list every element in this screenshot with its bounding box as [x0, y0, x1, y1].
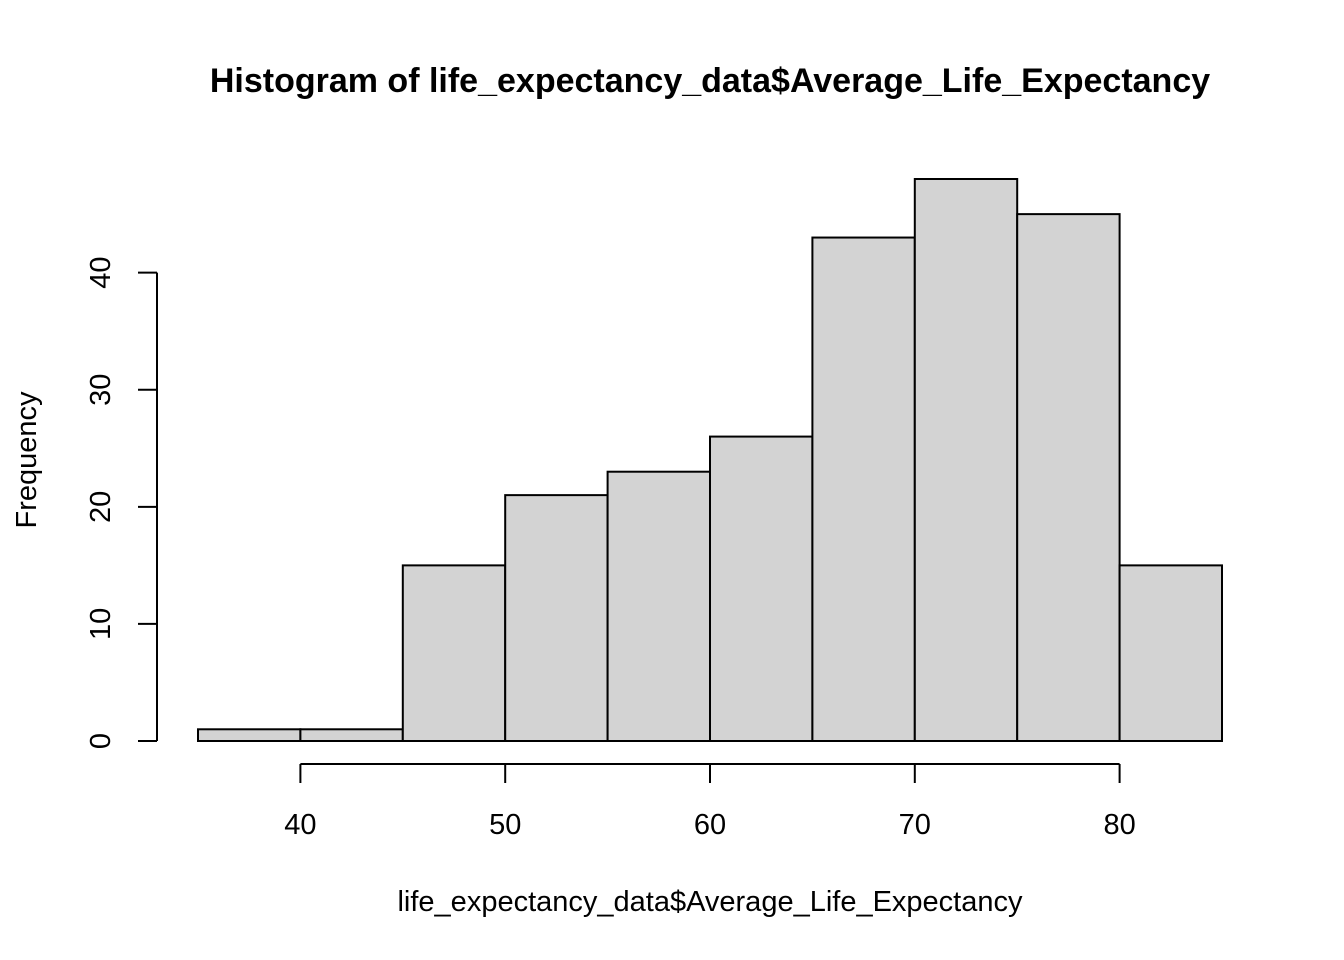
histogram-bar: [1016, 213, 1121, 742]
histogram-bar: [197, 728, 302, 743]
chart-title: Histogram of life_expectancy_data$Averag…: [210, 62, 1210, 100]
histogram-bar: [811, 236, 916, 743]
x-axis-label: life_expectancy_data$Average_Life_Expect…: [397, 886, 1023, 918]
histogram-bar: [606, 470, 711, 742]
y-tick-label: 0: [85, 733, 117, 749]
histogram-bar: [504, 494, 609, 742]
histogram-bars: [197, 178, 1223, 743]
y-axis-label: Frequency: [11, 391, 43, 529]
histogram-bar: [709, 435, 814, 742]
x-tick-label: 50: [489, 809, 521, 841]
y-tick-label: 10: [85, 608, 117, 640]
x-tick-label: 60: [694, 809, 726, 841]
x-tick-label: 70: [899, 809, 931, 841]
x-axis: 40 50 60 70 80: [284, 763, 1136, 841]
y-tick-label: 40: [85, 257, 117, 289]
x-tick-label: 40: [284, 809, 316, 841]
histogram-bar: [1118, 564, 1223, 742]
y-tick-label: 20: [85, 491, 117, 523]
y-tick-label: 30: [85, 374, 117, 406]
histogram-bar: [913, 178, 1019, 742]
x-tick-label: 80: [1103, 809, 1135, 841]
histogram-bar: [299, 728, 404, 743]
y-axis: 0 10 20 30 40: [85, 257, 158, 749]
histogram-bar: [401, 564, 507, 742]
